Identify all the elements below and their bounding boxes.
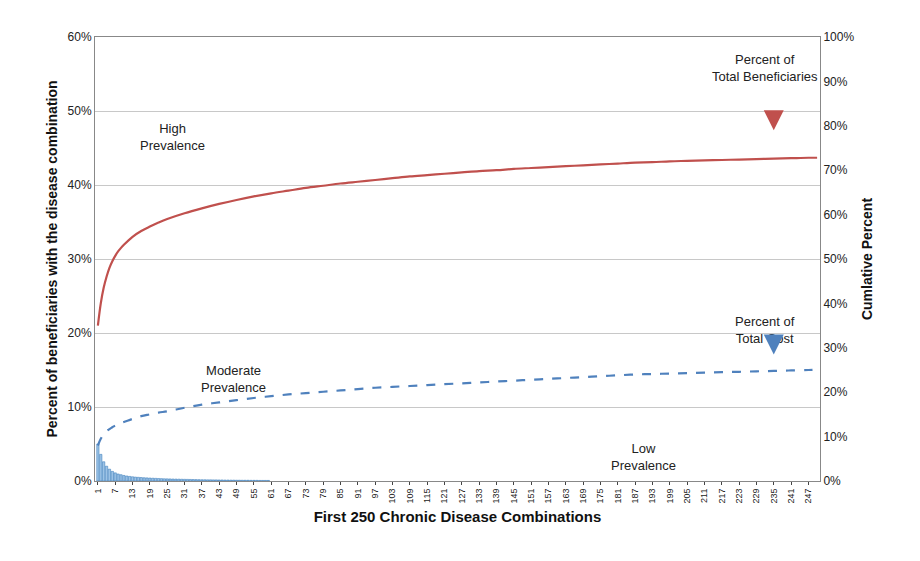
svg-text:145: 145 [509,489,519,504]
svg-text:247: 247 [803,489,813,504]
svg-text:13: 13 [127,489,137,499]
svg-text:169: 169 [578,489,588,504]
svg-text:70%: 70% [823,163,847,177]
svg-text:Percent ofTotal Beneficiaries: Percent ofTotal Beneficiaries [712,52,818,84]
svg-text:First 250 Chronic Disease Comb: First 250 Chronic Disease Combinations [314,508,602,525]
svg-text:40%: 40% [823,297,847,311]
svg-text:ModeratePrevalence: ModeratePrevalence [201,363,266,395]
svg-text:20%: 20% [823,385,847,399]
svg-text:229: 229 [751,489,761,504]
svg-text:100%: 100% [823,30,854,44]
svg-text:90%: 90% [823,75,847,89]
svg-text:73: 73 [301,489,311,499]
svg-text:133: 133 [474,489,484,504]
svg-text:1: 1 [93,489,103,494]
svg-text:50%: 50% [823,252,847,266]
svg-text:49: 49 [231,489,241,499]
svg-text:217: 217 [717,489,727,504]
svg-text:67: 67 [283,489,293,499]
svg-text:115: 115 [422,489,432,503]
svg-text:163: 163 [561,489,571,504]
svg-text:Percent of beneficiaries with: Percent of beneficiaries with the diseas… [44,80,60,437]
svg-text:20%: 20% [68,326,92,340]
svg-text:61: 61 [266,489,276,499]
svg-text:0%: 0% [74,474,92,488]
svg-text:37: 37 [197,489,207,499]
svg-text:175: 175 [595,489,605,504]
svg-text:199: 199 [665,489,675,504]
svg-text:193: 193 [647,489,657,504]
svg-text:211: 211 [699,489,709,503]
svg-text:30%: 30% [823,341,847,355]
svg-text:79: 79 [318,489,328,499]
svg-text:7: 7 [110,489,120,494]
svg-text:60%: 60% [68,30,92,44]
svg-text:HighPrevalence: HighPrevalence [140,121,205,153]
svg-text:Cumlative Percent: Cumlative Percent [859,198,875,320]
svg-text:151: 151 [526,489,536,504]
svg-text:Percent ofTotal Cost: Percent ofTotal Cost [735,314,795,346]
svg-text:181: 181 [613,489,623,504]
svg-text:223: 223 [734,489,744,504]
svg-text:LowPrevalence: LowPrevalence [611,441,676,473]
svg-text:121: 121 [439,489,449,504]
svg-text:40%: 40% [68,178,92,192]
svg-text:235: 235 [769,489,779,504]
svg-text:187: 187 [630,489,640,504]
svg-text:31: 31 [179,489,189,499]
svg-text:60%: 60% [823,208,847,222]
svg-text:55: 55 [249,489,259,499]
svg-text:25: 25 [162,489,172,499]
svg-text:205: 205 [682,489,692,504]
svg-text:127: 127 [457,489,467,504]
svg-text:10%: 10% [823,430,847,444]
svg-text:30%: 30% [68,252,92,266]
svg-text:50%: 50% [68,104,92,118]
svg-text:19: 19 [145,489,155,499]
svg-text:80%: 80% [823,119,847,133]
svg-text:139: 139 [491,489,501,504]
svg-text:43: 43 [214,489,224,499]
svg-text:85: 85 [335,489,345,499]
svg-text:0%: 0% [823,474,841,488]
svg-text:241: 241 [786,489,796,504]
svg-text:103: 103 [387,489,397,504]
svg-text:157: 157 [543,489,553,504]
svg-text:97: 97 [370,489,380,499]
svg-text:91: 91 [353,489,363,499]
svg-text:109: 109 [405,489,415,504]
svg-text:10%: 10% [68,400,92,414]
